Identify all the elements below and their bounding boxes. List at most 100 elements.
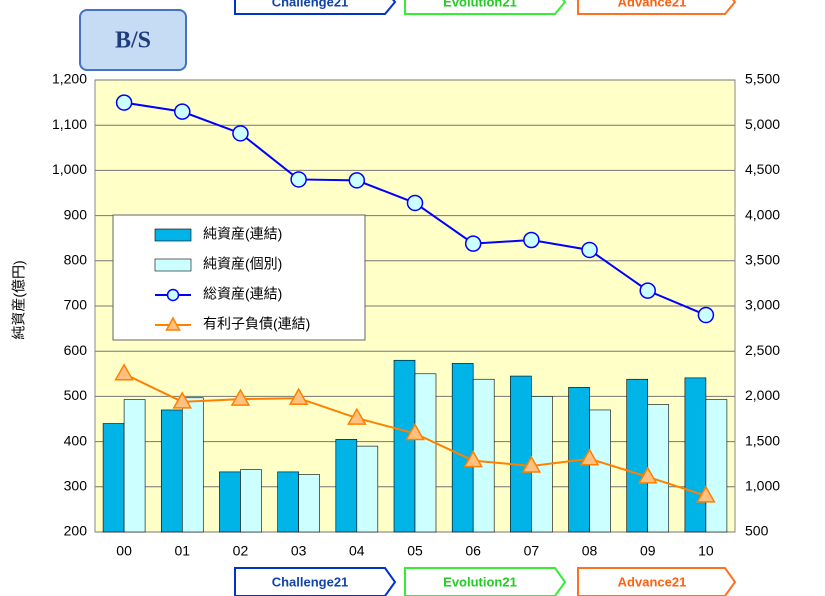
marker: [523, 231, 540, 249]
legend-marker: [166, 288, 180, 302]
yticks-label: 1,000: [52, 161, 87, 177]
marker: [521, 455, 542, 473]
x-tick-label: 01: [174, 543, 190, 559]
y2ticks-label: 5,500: [745, 71, 780, 87]
phase-arrow: [404, 567, 567, 596]
bar: [589, 409, 611, 533]
bar: [240, 469, 262, 533]
y2ticks-label: 3,000: [745, 297, 780, 313]
marker: [463, 450, 483, 468]
marker: [406, 194, 424, 212]
bar: [356, 445, 379, 533]
bar: [472, 378, 495, 533]
legend-swatch: [154, 228, 192, 242]
x-tick-label: 09: [640, 543, 656, 559]
x-tick-label: 00: [116, 543, 132, 559]
bar: [335, 439, 358, 533]
x-tick-label: 02: [233, 543, 249, 559]
bar: [277, 471, 299, 533]
marker: [581, 241, 598, 259]
x-tick-label: 06: [465, 543, 481, 559]
legend-label: 有利子負債(連結): [203, 316, 310, 332]
x-tick-label: 10: [698, 543, 714, 559]
marker: [464, 235, 482, 252]
y2ticks-label: 4,500: [745, 161, 780, 177]
y2ticks-label: 2,000: [745, 387, 780, 403]
bar: [219, 471, 241, 533]
y2ticks-label: 500: [745, 523, 769, 539]
phase-label: Evolution21: [443, 574, 517, 589]
marker: [174, 103, 191, 120]
bar: [181, 397, 204, 533]
yticks-label: 600: [64, 342, 88, 358]
x-tick-label: 08: [582, 543, 598, 559]
marker: [115, 94, 133, 111]
legend: 純資産(連結) 純資産(個別) 総資産(連結) 有利子負債(連結): [112, 214, 366, 341]
bar: [160, 409, 183, 533]
y2ticks-label: 1,500: [745, 432, 780, 448]
marker: [172, 391, 193, 409]
x-tick-label: 03: [291, 543, 307, 559]
phase-label: Advance21: [618, 0, 687, 9]
marker: [288, 387, 309, 405]
badge: B/S: [115, 28, 151, 54]
bar: [123, 399, 146, 533]
x-tick-label: 05: [407, 543, 423, 559]
bar: [705, 399, 728, 533]
legend-swatch: [154, 258, 192, 272]
marker: [697, 306, 715, 324]
yticks-label: 1,200: [52, 71, 87, 87]
bar: [684, 377, 707, 533]
yticks-label: 900: [64, 206, 88, 222]
legend-marker: [165, 316, 181, 331]
yticks-label: 700: [64, 297, 88, 313]
phase-arrow: [577, 0, 737, 15]
yticks-label: 1,100: [52, 116, 87, 132]
phase-arrows-bottom: Challenge21 Evolution21 Advance21: [234, 567, 737, 596]
phase-arrow: [577, 567, 737, 596]
y-axis-label: 純資産(億円): [11, 260, 27, 339]
y2ticks-label: 5,000: [745, 116, 780, 132]
marker: [232, 125, 249, 142]
marker: [348, 172, 366, 189]
yticks-label: 200: [64, 523, 88, 539]
yticks-label: 800: [64, 252, 88, 268]
phase-label: Challenge21: [272, 574, 349, 589]
phase-label: Challenge21: [272, 0, 349, 9]
marker: [579, 448, 600, 466]
y2ticks-label: 1,000: [745, 478, 780, 494]
x-tick-label: 07: [524, 543, 540, 559]
x-tick-label: 04: [349, 543, 365, 559]
marker: [405, 422, 425, 441]
phase-arrow: [234, 567, 397, 596]
bar: [298, 474, 320, 533]
bar: [102, 423, 125, 533]
marker: [347, 407, 367, 425]
y2ticks-label: 3,500: [745, 252, 780, 268]
bar: [451, 363, 474, 533]
yticks-label: 500: [64, 387, 88, 403]
legend-label: 総資産(連結): [203, 286, 282, 302]
marker: [290, 171, 307, 188]
badge-box: [79, 9, 187, 71]
marker: [696, 485, 716, 503]
phase-label: Evolution21: [443, 0, 517, 9]
marker: [637, 466, 658, 484]
bar: [626, 378, 649, 533]
bar: [414, 373, 437, 533]
bar: [393, 359, 416, 533]
phase-arrow: [234, 0, 397, 15]
y2ticks-label: 2,500: [745, 342, 780, 358]
phase-arrow: [404, 0, 567, 15]
marker: [114, 363, 134, 381]
phase-label: Advance21: [618, 574, 687, 589]
marker: [639, 282, 656, 299]
marker: [230, 388, 251, 406]
yticks-label: 300: [64, 478, 88, 494]
bar: [510, 375, 532, 533]
yticks-label: 400: [64, 432, 88, 448]
phase-arrows-top: Challenge21 Evolution21 Advance21: [234, 0, 737, 15]
bar: [647, 404, 670, 533]
legend-label: 純資産(個別): [203, 256, 282, 272]
